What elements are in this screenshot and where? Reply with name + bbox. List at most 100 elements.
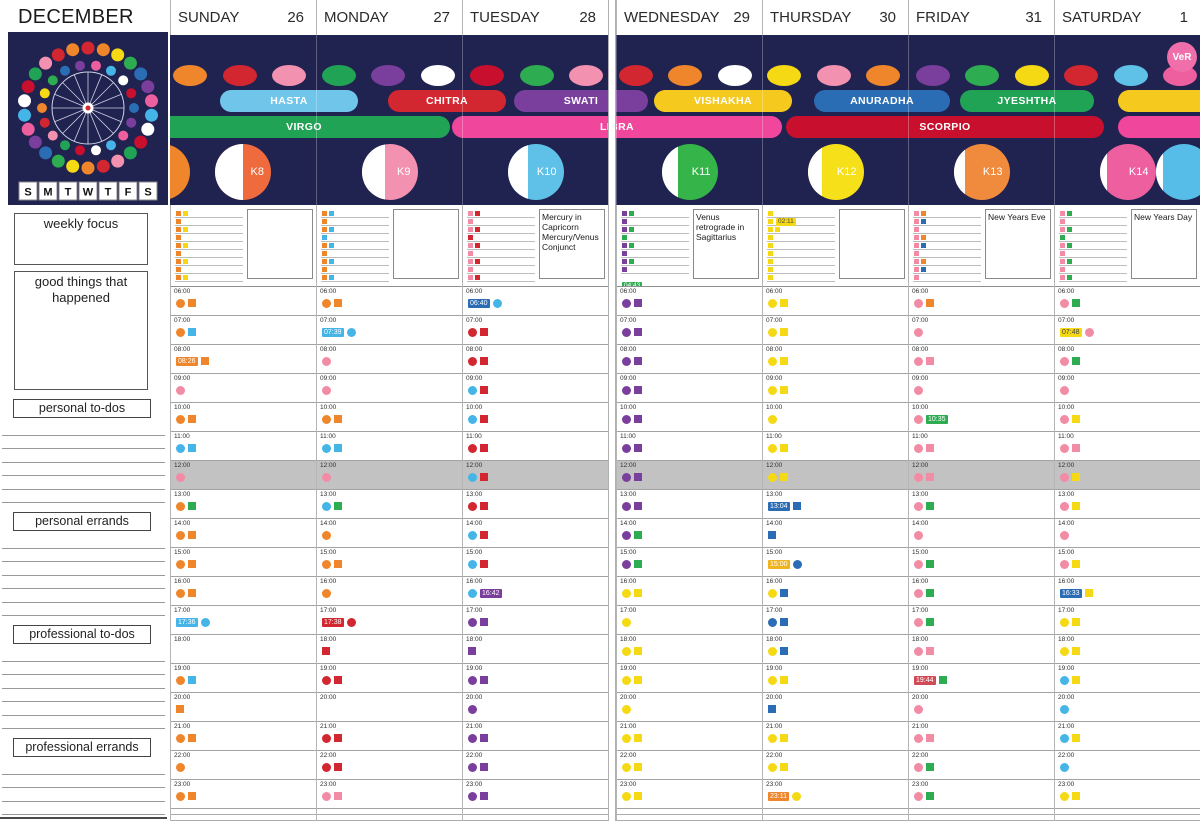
hour-row[interactable]: 10:00 bbox=[1055, 403, 1200, 432]
task-line[interactable] bbox=[321, 242, 389, 250]
writing-line[interactable] bbox=[2, 463, 165, 476]
hour-row[interactable]: 09:00 bbox=[171, 374, 316, 403]
task-line[interactable] bbox=[913, 210, 981, 218]
hour-row[interactable]: 15:00 bbox=[171, 548, 316, 577]
task-line[interactable] bbox=[913, 266, 981, 274]
task-line[interactable] bbox=[467, 226, 535, 234]
writing-line[interactable] bbox=[2, 648, 165, 662]
hour-row[interactable]: 06:00 bbox=[1055, 287, 1200, 316]
hour-row[interactable]: 19:00 bbox=[171, 664, 316, 693]
hour-row[interactable]: 19:00 bbox=[1055, 664, 1200, 693]
hour-row[interactable]: 14:00 bbox=[763, 519, 908, 548]
hour-row[interactable]: 21:00 bbox=[909, 722, 1054, 751]
hour-row[interactable]: 12:00 bbox=[763, 461, 908, 490]
hour-row[interactable]: 21:00 bbox=[317, 722, 462, 751]
task-line[interactable] bbox=[321, 226, 389, 234]
task-line[interactable] bbox=[767, 258, 835, 266]
hour-row[interactable]: 15:00 bbox=[463, 548, 608, 577]
day-note-box[interactable]: Venus retrograde in Sagittarius bbox=[693, 209, 759, 279]
task-line[interactable] bbox=[1059, 234, 1127, 242]
hour-row[interactable]: 15:00 bbox=[317, 548, 462, 577]
hour-row[interactable]: 19:00 bbox=[317, 664, 462, 693]
task-line[interactable] bbox=[467, 250, 535, 258]
task-line[interactable] bbox=[913, 242, 981, 250]
task-line[interactable] bbox=[1059, 218, 1127, 226]
task-line[interactable] bbox=[175, 226, 243, 234]
hour-row[interactable]: 07:00 bbox=[763, 316, 908, 345]
task-line[interactable] bbox=[467, 258, 535, 266]
hour-row[interactable]: 11:00 bbox=[763, 432, 908, 461]
task-line[interactable] bbox=[1059, 242, 1127, 250]
hour-row[interactable]: 07:00 bbox=[617, 316, 762, 345]
hour-row[interactable]: 21:00 bbox=[171, 722, 316, 751]
hour-row[interactable]: 13:00 13:04 bbox=[763, 490, 908, 519]
task-line[interactable] bbox=[467, 266, 535, 274]
hour-row[interactable]: 11:00 bbox=[317, 432, 462, 461]
hour-row[interactable]: 15:00 bbox=[617, 548, 762, 577]
hour-row[interactable]: 20:00 bbox=[617, 693, 762, 722]
hour-row[interactable]: 18:00 bbox=[1055, 635, 1200, 664]
task-line[interactable]: 02:11 bbox=[767, 218, 835, 226]
hour-row[interactable]: 23:00 bbox=[1055, 780, 1200, 809]
hour-row[interactable]: 09:00 bbox=[463, 374, 608, 403]
hour-row[interactable]: 11:00 bbox=[909, 432, 1054, 461]
hour-row[interactable]: 20:00 bbox=[1055, 693, 1200, 722]
hour-row[interactable]: 21:00 bbox=[763, 722, 908, 751]
writing-line[interactable] bbox=[2, 761, 165, 775]
task-line[interactable] bbox=[913, 226, 981, 234]
hour-row[interactable]: 16:00 bbox=[317, 577, 462, 606]
hour-row[interactable]: 22:00 bbox=[463, 751, 608, 780]
writing-line[interactable] bbox=[2, 815, 165, 821]
day-note-box[interactable] bbox=[839, 209, 905, 279]
task-line[interactable] bbox=[1059, 210, 1127, 218]
hour-row[interactable]: 14:00 bbox=[1055, 519, 1200, 548]
task-line[interactable] bbox=[767, 226, 835, 234]
hour-row[interactable]: 10:00 bbox=[317, 403, 462, 432]
hour-row[interactable]: 18:00 bbox=[909, 635, 1054, 664]
task-line[interactable] bbox=[321, 250, 389, 258]
hour-row[interactable]: 07:00 07:48 bbox=[1055, 316, 1200, 345]
hour-row[interactable]: 08:00 bbox=[463, 345, 608, 374]
hour-row[interactable]: 19:00 bbox=[463, 664, 608, 693]
hour-row[interactable]: 16:00 16:42 bbox=[463, 577, 608, 606]
hour-row[interactable]: 14:00 bbox=[617, 519, 762, 548]
hour-row[interactable]: 18:00 bbox=[317, 635, 462, 664]
hour-row[interactable]: 14:00 bbox=[909, 519, 1054, 548]
day-note-box[interactable]: New Years Day bbox=[1131, 209, 1197, 279]
writing-line[interactable] bbox=[2, 535, 165, 549]
task-line[interactable] bbox=[175, 274, 243, 282]
hour-row[interactable]: 07:00 bbox=[171, 316, 316, 345]
hour-row[interactable]: 09:00 bbox=[317, 374, 462, 403]
task-line[interactable] bbox=[175, 242, 243, 250]
hour-row[interactable]: 17:00 bbox=[463, 606, 608, 635]
hour-row[interactable]: 09:00 bbox=[909, 374, 1054, 403]
hour-row[interactable]: 20:00 bbox=[463, 693, 608, 722]
task-line[interactable] bbox=[321, 274, 389, 282]
hour-row[interactable]: 06:00 bbox=[171, 287, 316, 316]
writing-line[interactable] bbox=[2, 549, 165, 562]
hour-row[interactable]: 08:00 bbox=[317, 345, 462, 374]
hour-row[interactable]: 18:00 bbox=[463, 635, 608, 664]
writing-line[interactable] bbox=[2, 422, 165, 436]
day-note-box[interactable] bbox=[247, 209, 313, 279]
writing-line[interactable] bbox=[2, 449, 165, 463]
task-line[interactable] bbox=[467, 242, 535, 250]
task-line[interactable] bbox=[175, 234, 243, 242]
task-line[interactable] bbox=[175, 258, 243, 266]
hour-row[interactable]: 08:00 08:26 bbox=[171, 345, 316, 374]
hour-row[interactable]: 13:00 bbox=[463, 490, 608, 519]
task-line[interactable] bbox=[175, 210, 243, 218]
task-line[interactable] bbox=[621, 258, 689, 266]
hour-row[interactable]: 08:00 bbox=[909, 345, 1054, 374]
task-line[interactable] bbox=[913, 274, 981, 282]
hour-row[interactable]: 22:00 bbox=[617, 751, 762, 780]
task-line[interactable] bbox=[621, 218, 689, 226]
task-line[interactable] bbox=[1059, 258, 1127, 266]
hour-row[interactable]: 12:00 bbox=[171, 461, 316, 490]
hour-row[interactable]: 10:00 bbox=[463, 403, 608, 432]
section-box[interactable]: weekly focus bbox=[14, 213, 148, 265]
task-line[interactable] bbox=[1059, 266, 1127, 274]
hour-row[interactable]: 22:00 bbox=[1055, 751, 1200, 780]
writing-line[interactable] bbox=[2, 675, 165, 689]
task-line[interactable] bbox=[321, 210, 389, 218]
